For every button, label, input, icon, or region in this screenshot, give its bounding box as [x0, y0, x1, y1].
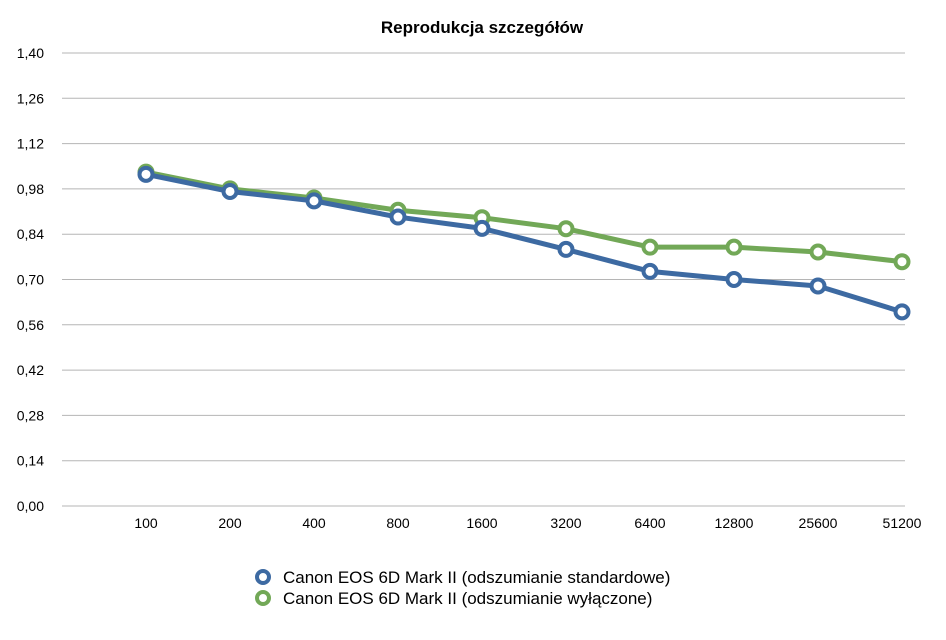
grid-lines	[62, 52, 905, 507]
data-point	[641, 238, 659, 256]
y-tick-label: 0,14	[17, 453, 44, 469]
x-tick-label: 400	[302, 515, 326, 531]
series-group	[137, 165, 911, 321]
legend-item: Canon EOS 6D Mark II (odszumianie standa…	[255, 568, 670, 587]
y-tick-label: 1,12	[17, 136, 44, 152]
x-tick-label: 100	[134, 515, 158, 531]
x-tick-label: 200	[218, 515, 242, 531]
x-axis-ticks: 100 200 400 800 1600 3200 6400 12800 25600 51200	[134, 515, 921, 531]
y-tick-label: 0,98	[17, 181, 44, 197]
y-tick-label: 0,70	[17, 272, 44, 288]
y-tick-label: 1,40	[17, 45, 44, 61]
x-tick-label: 51200	[883, 515, 922, 531]
series-group	[137, 163, 911, 271]
x-tick-label: 6400	[634, 515, 665, 531]
series-line	[143, 171, 905, 315]
x-tick-label: 800	[386, 515, 410, 531]
y-tick-label: 0,28	[17, 407, 44, 423]
legend-marker	[255, 590, 271, 606]
x-tick-label: 12800	[715, 515, 754, 531]
data-point	[305, 192, 323, 210]
y-axis-ticks: 0,00 0,14 0,28 0,42 0,56 0,70 0,84 0,98 1,12 1,26…	[17, 45, 44, 514]
data-point	[389, 208, 407, 226]
legend-label: Canon EOS 6D Mark II (odszumianie standa…	[283, 568, 670, 587]
legend-marker	[255, 569, 271, 585]
y-tick-label: 1,26	[17, 90, 44, 106]
data-point	[557, 220, 575, 238]
data-point	[725, 238, 743, 256]
x-tick-label: 25600	[799, 515, 838, 531]
data-point	[809, 243, 827, 261]
series-lines	[137, 163, 911, 321]
data-point	[641, 262, 659, 280]
y-tick-label: 0,56	[17, 317, 44, 333]
chart-title: Reprodukcja szczegółów	[381, 18, 584, 37]
data-point	[893, 253, 911, 271]
legend-item: Canon EOS 6D Mark II (odszumianie wyłącz…	[255, 589, 652, 608]
y-tick-label: 0,42	[17, 362, 44, 378]
data-point	[137, 165, 155, 183]
legend-label: Canon EOS 6D Mark II (odszumianie wyłącz…	[283, 589, 652, 608]
series-line	[143, 169, 905, 265]
y-tick-label: 0,84	[17, 226, 44, 242]
x-tick-label: 3200	[550, 515, 581, 531]
x-tick-label: 1600	[466, 515, 497, 531]
data-point	[893, 303, 911, 321]
data-point	[221, 182, 239, 200]
data-point	[809, 277, 827, 295]
data-point	[725, 271, 743, 288]
legend: Canon EOS 6D Mark II (odszumianie standa…	[255, 568, 670, 608]
data-point	[473, 219, 491, 237]
data-point	[557, 240, 575, 258]
y-tick-label: 0,00	[17, 498, 44, 514]
